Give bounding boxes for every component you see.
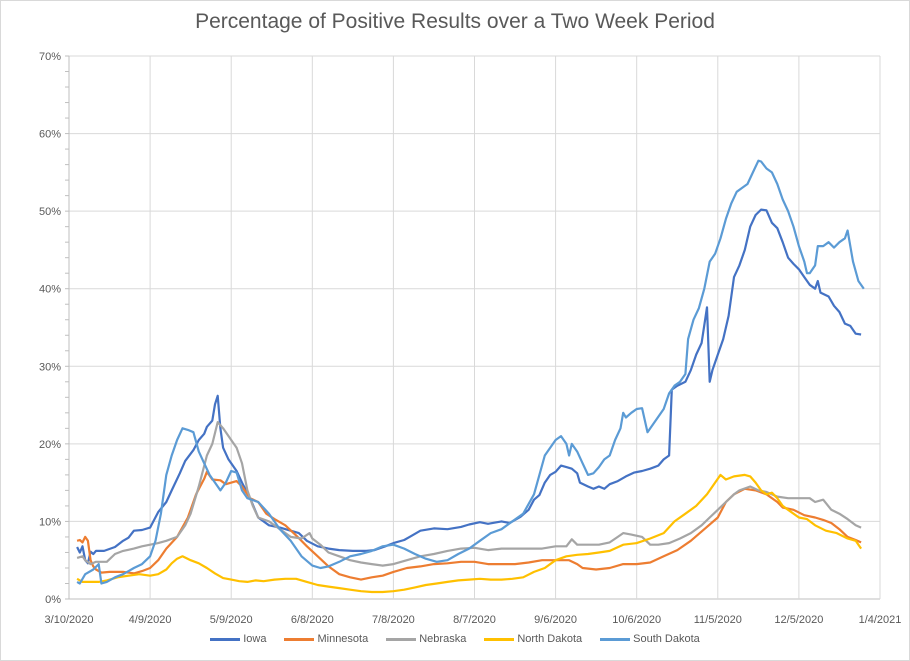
- x-tick-label: 4/9/2020: [129, 614, 172, 626]
- legend-swatch: [284, 637, 315, 641]
- legend-label: Nebraska: [419, 633, 467, 645]
- x-tick-label: 8/7/2020: [453, 614, 496, 626]
- x-tick-label: 12/5/2020: [774, 614, 823, 626]
- y-tick-label: 30%: [39, 361, 61, 373]
- legend: Iowa Minnesota Nebraska North Dakota South D…: [0, 633, 910, 645]
- legend-label: North Dakota: [517, 633, 583, 645]
- x-tick-label: 3/10/2020: [45, 614, 94, 626]
- y-axis: 0% 10% 20% 30% 40% 50% 60% 70%: [39, 51, 70, 606]
- legend-swatch: [600, 637, 631, 641]
- y-tick-label: 20%: [39, 439, 61, 451]
- legend-swatch: [386, 637, 417, 641]
- y-tick-label: 0%: [45, 594, 61, 606]
- series-line-south-dakota: [76, 159, 865, 585]
- legend-label: South Dakota: [633, 633, 700, 645]
- legend-item: South Dakota: [600, 633, 700, 645]
- x-tick-label: 9/6/2020: [534, 614, 577, 626]
- x-tick-label: 11/5/2020: [694, 614, 742, 626]
- x-axis: 3/10/2020 4/9/2020 5/9/2020 6/8/2020 7/8/202…: [45, 614, 902, 626]
- series-lines: [76, 159, 865, 594]
- y-tick-label: 40%: [39, 284, 61, 296]
- y-tick-label: 50%: [39, 206, 61, 218]
- legend-label: Minnesota: [317, 633, 369, 645]
- series-line-iowa: [76, 208, 862, 565]
- x-tick-label: 6/8/2020: [291, 614, 334, 626]
- legend-swatch: [484, 637, 515, 641]
- x-tick-label: 7/8/2020: [372, 614, 415, 626]
- x-tick-label: 1/4/2021: [859, 614, 902, 626]
- legend-swatch: [210, 637, 241, 641]
- legend-item: Nebraska: [386, 633, 466, 645]
- legend-item: Minnesota: [284, 633, 368, 645]
- legend-item: North Dakota: [484, 633, 582, 645]
- series-line-north-dakota: [76, 473, 863, 594]
- y-tick-label: 60%: [39, 129, 61, 141]
- y-tick-label: 70%: [39, 51, 61, 63]
- legend-item: Iowa: [210, 633, 266, 645]
- x-tick-label: 5/9/2020: [210, 614, 253, 626]
- y-tick-label: 10%: [39, 516, 61, 528]
- x-tick-label: 10/6/2020: [612, 614, 661, 626]
- chart-title: Percentage of Positive Results over a Tw…: [195, 10, 715, 33]
- legend-label: Iowa: [243, 633, 267, 645]
- gridlines: [68, 55, 881, 600]
- series-line-nebraska: [76, 421, 862, 567]
